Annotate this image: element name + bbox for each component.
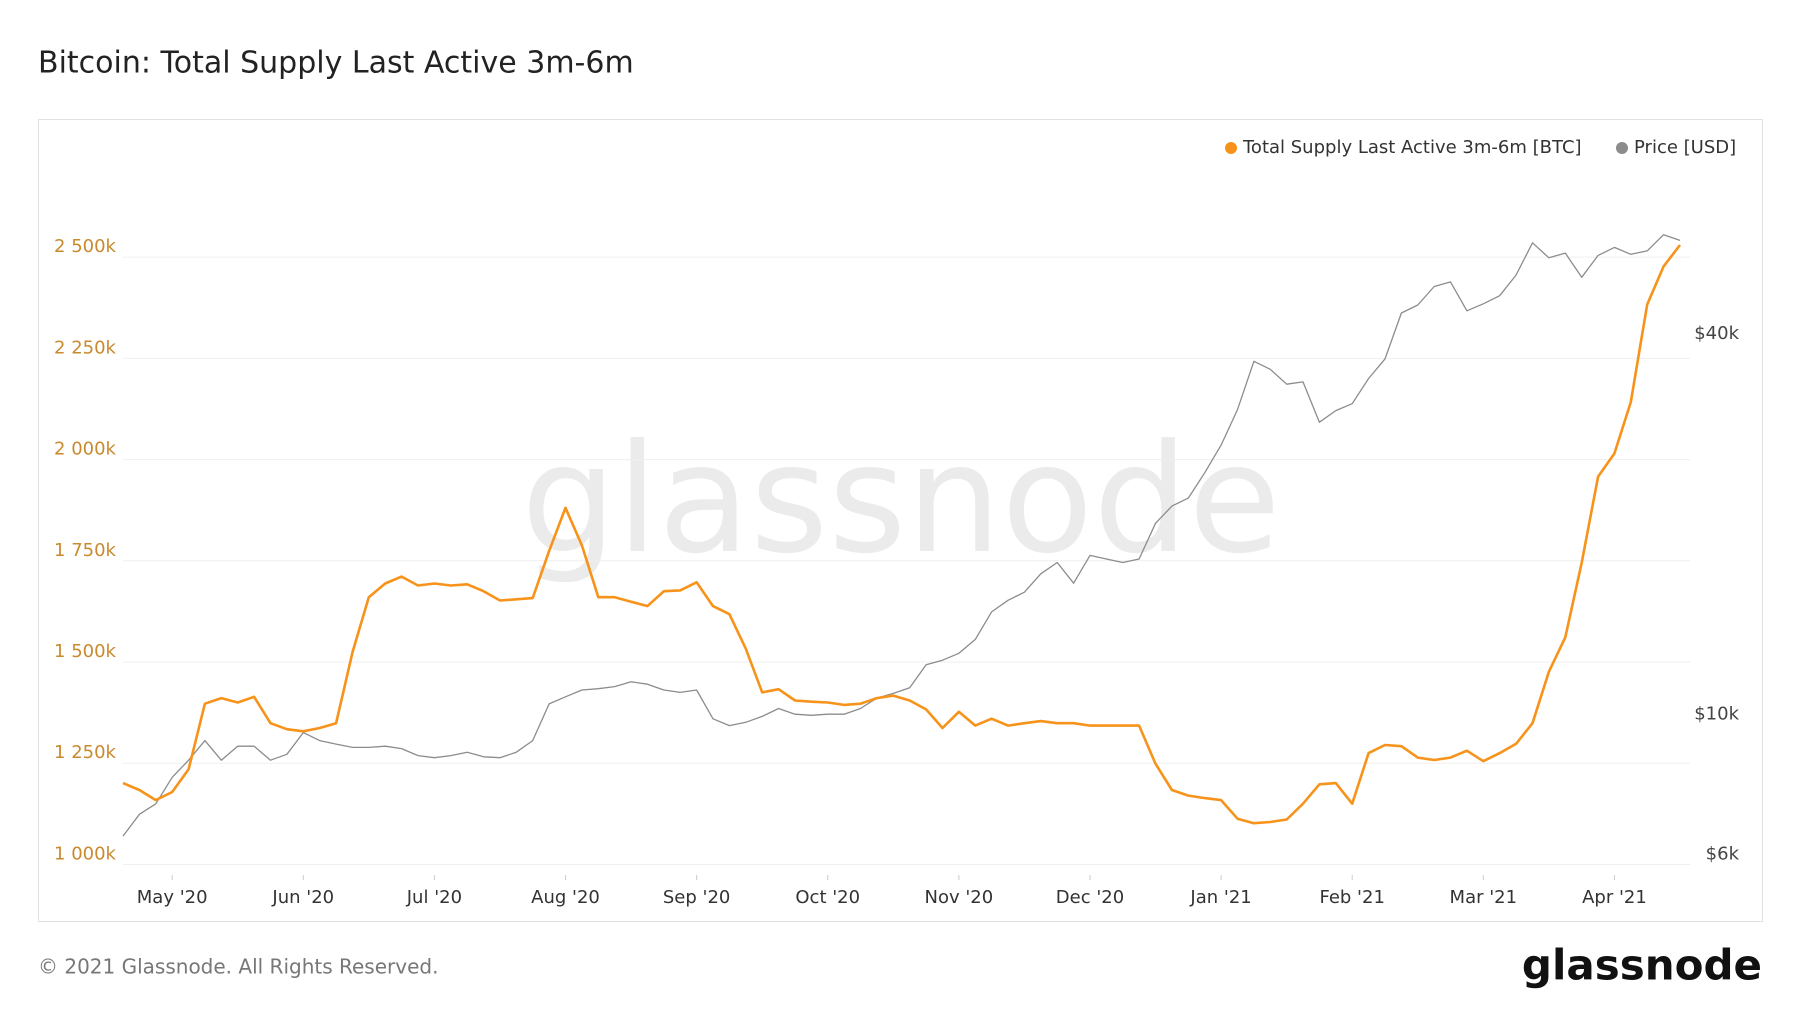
y-tick-label: 2 000k (54, 439, 117, 460)
y2-tick-label: $10k (1694, 703, 1739, 724)
x-tick-label: Apr '21 (1582, 887, 1647, 908)
x-tick-label: Mar '21 (1450, 887, 1518, 908)
x-tick-label: Jun '20 (271, 887, 334, 908)
legend-swatch (1225, 142, 1237, 154)
y-tick-label: 2 500k (54, 236, 117, 257)
x-tick-label: Jul '20 (406, 887, 462, 908)
x-tick-label: Nov '20 (925, 887, 994, 908)
grid (123, 256, 1696, 880)
x-tick-label: Aug '20 (531, 887, 600, 908)
x-tick-label: Dec '20 (1056, 887, 1124, 908)
watermark: glassnode (521, 413, 1280, 587)
x-tick-label: Feb '21 (1319, 887, 1384, 908)
x-tick-label: May '20 (137, 887, 208, 908)
x-tick-label: Jan '21 (1189, 887, 1251, 908)
x-tick-label: Sep '20 (663, 887, 731, 908)
legend-label: Price [USD] (1634, 137, 1736, 158)
y-tick-label: 1 000k (54, 843, 117, 864)
x-tick-label: Oct '20 (795, 887, 860, 908)
y2-tick-label: $6k (1706, 844, 1740, 865)
y-tick-label: 1 750k (54, 540, 117, 561)
lines (122, 234, 1682, 837)
legend-swatch (1616, 142, 1628, 154)
y-tick-label: 2 250k (54, 337, 117, 358)
plot-frame (38, 119, 1763, 922)
footer: © 2021 Glassnode. All Rights Reserved. (38, 955, 438, 979)
logo: glassnode (1522, 941, 1762, 990)
series-line (122, 234, 1681, 837)
series-line (122, 244, 1682, 825)
legend-label: Total Supply Last Active 3m-6m [BTC] (1242, 137, 1582, 158)
y-tick-label: 1 250k (54, 742, 117, 763)
chart-title: Bitcoin: Total Supply Last Active 3m-6m (38, 46, 634, 81)
y-tick-label: 1 500k (54, 641, 117, 662)
y2-tick-label: $40k (1694, 323, 1739, 344)
labels: 1 000k 1 250k 1 500k 1 750k 2 000k 2 250k 2 50… (54, 137, 1740, 908)
